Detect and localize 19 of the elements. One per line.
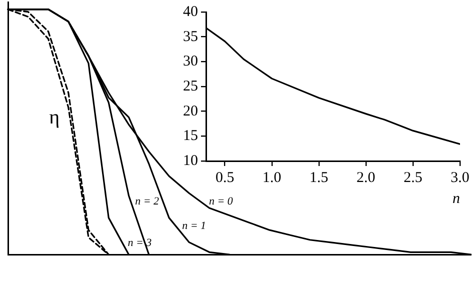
series-label: n = 3	[128, 237, 152, 250]
y-tick-label: 30	[183, 54, 198, 70]
y-tick-label: 25	[183, 78, 198, 94]
y-axis-title: η	[49, 106, 60, 128]
y-tick-label: 10	[183, 152, 198, 169]
x-tick-label: 2.0	[356, 170, 376, 186]
series-label: n = 2	[135, 195, 160, 208]
x-tick-label: 2.5	[404, 170, 422, 186]
y-tick-label: 40	[183, 4, 198, 20]
x-tick-label: 3.0	[450, 170, 470, 186]
x-tick-label: 1.0	[262, 170, 282, 186]
y-tick-label: 15	[183, 128, 198, 144]
series-label: n = 0	[208, 195, 234, 208]
y-tick-label: 35	[183, 28, 198, 45]
x-axis-title: n	[452, 190, 460, 207]
series-label: n = 1	[182, 220, 206, 232]
x-tick-label: 1.5	[310, 170, 328, 186]
x-tick-label: 0.5	[215, 170, 234, 186]
y-tick-label: 20	[183, 103, 198, 120]
